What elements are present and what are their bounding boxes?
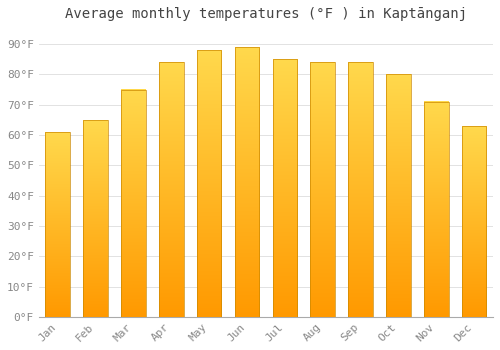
Bar xyxy=(159,62,184,317)
Bar xyxy=(84,120,108,317)
Bar xyxy=(424,102,448,317)
Bar xyxy=(348,62,373,317)
Title: Average monthly temperatures (°F ) in Kaptānganj: Average monthly temperatures (°F ) in Ka… xyxy=(65,7,467,21)
Bar xyxy=(310,62,335,317)
Bar xyxy=(234,47,260,317)
Bar xyxy=(386,75,410,317)
Bar xyxy=(46,132,70,317)
Bar xyxy=(121,90,146,317)
Bar xyxy=(197,50,222,317)
Bar xyxy=(272,60,297,317)
Bar xyxy=(462,126,486,317)
